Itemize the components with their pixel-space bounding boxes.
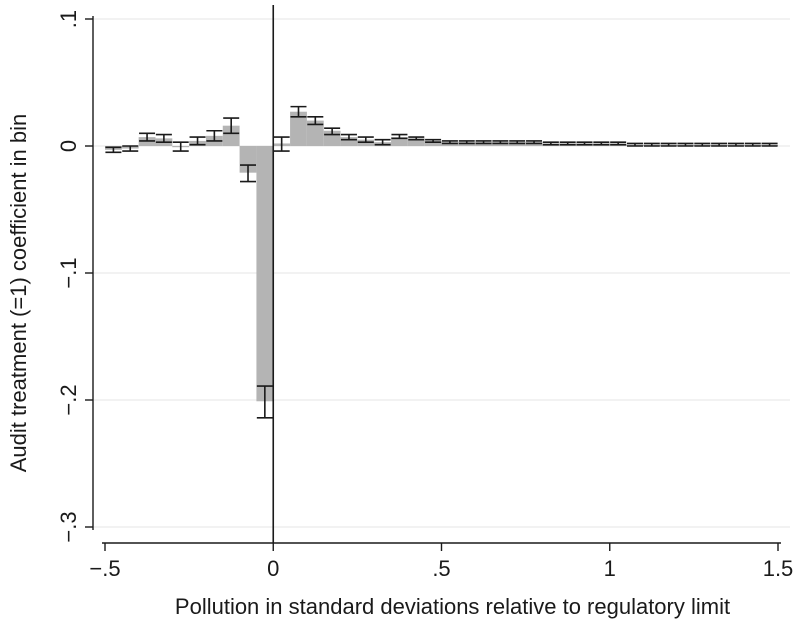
- error-bar-33: [660, 142, 677, 147]
- x-tick-label-4: 1.5: [763, 556, 794, 581]
- bar-14: [340, 137, 358, 146]
- error-bar-4: [172, 141, 189, 152]
- error-bar-8: [240, 164, 257, 183]
- error-bar-2: [139, 132, 156, 142]
- x-axis-label: Pollution in standard deviations relativ…: [175, 594, 730, 619]
- y-tick-label-4: .1: [56, 10, 81, 28]
- error-bar-27: [559, 141, 576, 146]
- error-bar-0: [105, 146, 122, 154]
- bar-17: [391, 137, 408, 146]
- error-bar-39: [761, 142, 778, 147]
- error-bar-30: [610, 141, 627, 146]
- error-bar-13: [324, 127, 341, 136]
- error-bar-28: [576, 141, 593, 146]
- error-bar-10: [273, 136, 290, 152]
- y-axis-label: Audit treatment (=1) coefficient in bin: [6, 114, 31, 473]
- error-bar-37: [727, 142, 744, 147]
- error-bar-6: [206, 129, 223, 142]
- bar-11: [290, 111, 307, 146]
- error-bar-7: [223, 117, 240, 135]
- y-tick-label-1: −.2: [56, 384, 81, 415]
- error-bar-22: [475, 140, 492, 145]
- y-tick-label-0: −.3: [56, 511, 81, 542]
- error-bar-17: [391, 133, 408, 140]
- bar-7: [222, 125, 240, 146]
- error-bar-20: [441, 140, 458, 145]
- x-tick-label-2: .5: [432, 556, 450, 581]
- error-bar-15: [357, 136, 374, 143]
- error-bar-21: [458, 140, 475, 145]
- error-bar-14: [340, 133, 357, 141]
- x-tick-label-3: 1: [604, 556, 616, 581]
- error-bar-12: [307, 115, 324, 126]
- x-tick-labels: −.5 0 .5 1 1.5: [89, 556, 793, 581]
- error-bar-38: [744, 142, 761, 147]
- error-bars: [105, 105, 778, 419]
- x-tick-label-0: −.5: [89, 556, 120, 581]
- error-bar-34: [677, 142, 694, 147]
- error-bar-19: [425, 138, 442, 143]
- y-tick-labels: −.3 −.2 −.1 0 .1: [56, 10, 81, 543]
- error-bar-11: [290, 105, 307, 118]
- error-bar-25: [526, 140, 543, 145]
- bar-9: [256, 146, 274, 402]
- error-bar-32: [643, 142, 660, 147]
- error-bar-31: [626, 142, 643, 147]
- bar-12: [306, 120, 324, 146]
- error-bar-9: [256, 385, 273, 419]
- axes: [85, 16, 781, 551]
- error-bar-16: [374, 138, 391, 146]
- error-bar-26: [542, 141, 559, 146]
- bar-8: [239, 146, 257, 173]
- error-bar-5: [189, 136, 206, 146]
- y-tick-label-3: 0: [56, 140, 81, 152]
- error-bar-35: [694, 142, 711, 147]
- error-bar-29: [593, 141, 610, 146]
- bar-18: [407, 138, 425, 146]
- y-tick-label-2: −.1: [56, 257, 81, 288]
- error-bar-3: [155, 133, 172, 143]
- error-bar-18: [408, 136, 425, 141]
- bar-19: [424, 140, 442, 146]
- error-bar-24: [509, 140, 526, 145]
- error-bar-1: [122, 145, 139, 152]
- error-bar-36: [711, 142, 728, 147]
- x-tick-label-1: 0: [267, 556, 279, 581]
- error-bar-23: [492, 140, 509, 145]
